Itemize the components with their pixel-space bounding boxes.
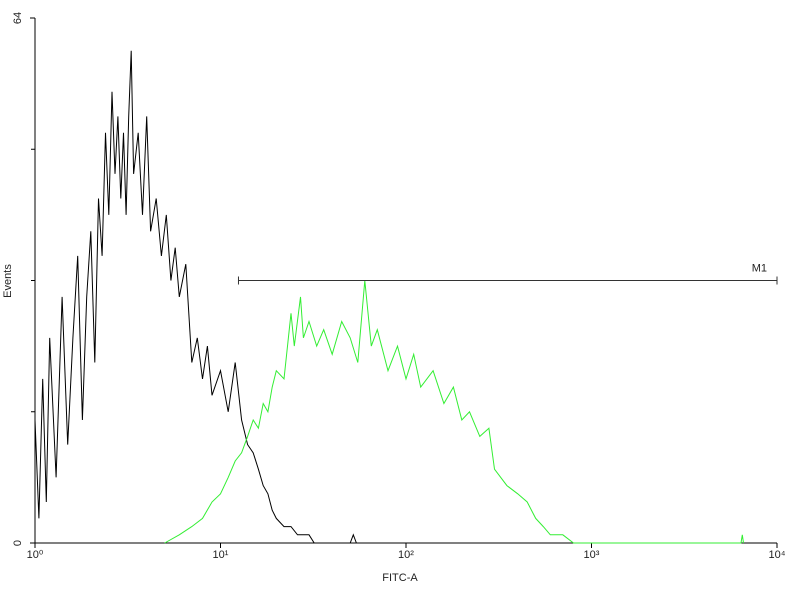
y-tick-label: 0 [12,540,24,546]
x-tick-label: 10⁰ [27,549,44,561]
x-tick-label: 10³ [584,549,600,561]
x-tick-label: 10² [398,549,414,561]
histogram-line [164,280,744,544]
marker-label: M1 [752,262,767,274]
y-tick-label: 64 [12,12,24,24]
y-axis-label: Events [2,264,14,298]
x-axis-label: FITC-A [382,572,418,584]
histogram-line [34,50,357,544]
x-tick-label: 10¹ [213,549,229,561]
x-tick-label: 10⁴ [769,549,786,561]
